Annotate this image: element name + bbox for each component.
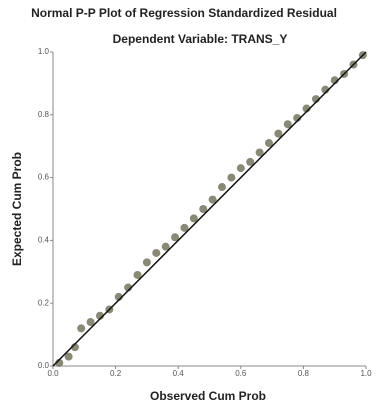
data-point [218,183,226,191]
y-tick-label: 0.4 [38,236,50,245]
reference-line [53,52,366,366]
x-tick-label: 0.8 [298,369,310,378]
x-tick-label: 1.0 [360,369,372,378]
data-point [143,258,151,266]
y-axis-label: Expected Cum Prob [10,152,24,266]
data-point [237,164,245,172]
x-tick-label: 0.4 [173,369,185,378]
y-tick-label: 0.6 [38,173,50,182]
y-tick-label: 0.8 [38,110,50,119]
chart-title: Normal P-P Plot of Regression Standardiz… [31,6,337,20]
data-point [152,249,160,257]
x-tick-label: 0.0 [47,369,59,378]
y-tick-label: 1.0 [38,47,50,56]
data-point [227,174,235,182]
chart: Normal P-P Plot of Regression Standardiz… [0,0,376,406]
x-tick-label: 0.6 [235,369,247,378]
y-tick-label: 0.0 [38,361,50,370]
chart-subtitle: Dependent Variable: TRANS_Y [113,32,288,46]
x-axis-label: Observed Cum Prob [150,389,266,403]
page: {"chart_data": {"type": "scatter", "titl… [0,0,376,406]
y-tick-label: 0.2 [38,298,50,307]
x-tick-label: 0.2 [110,369,122,378]
data-point [77,324,85,332]
